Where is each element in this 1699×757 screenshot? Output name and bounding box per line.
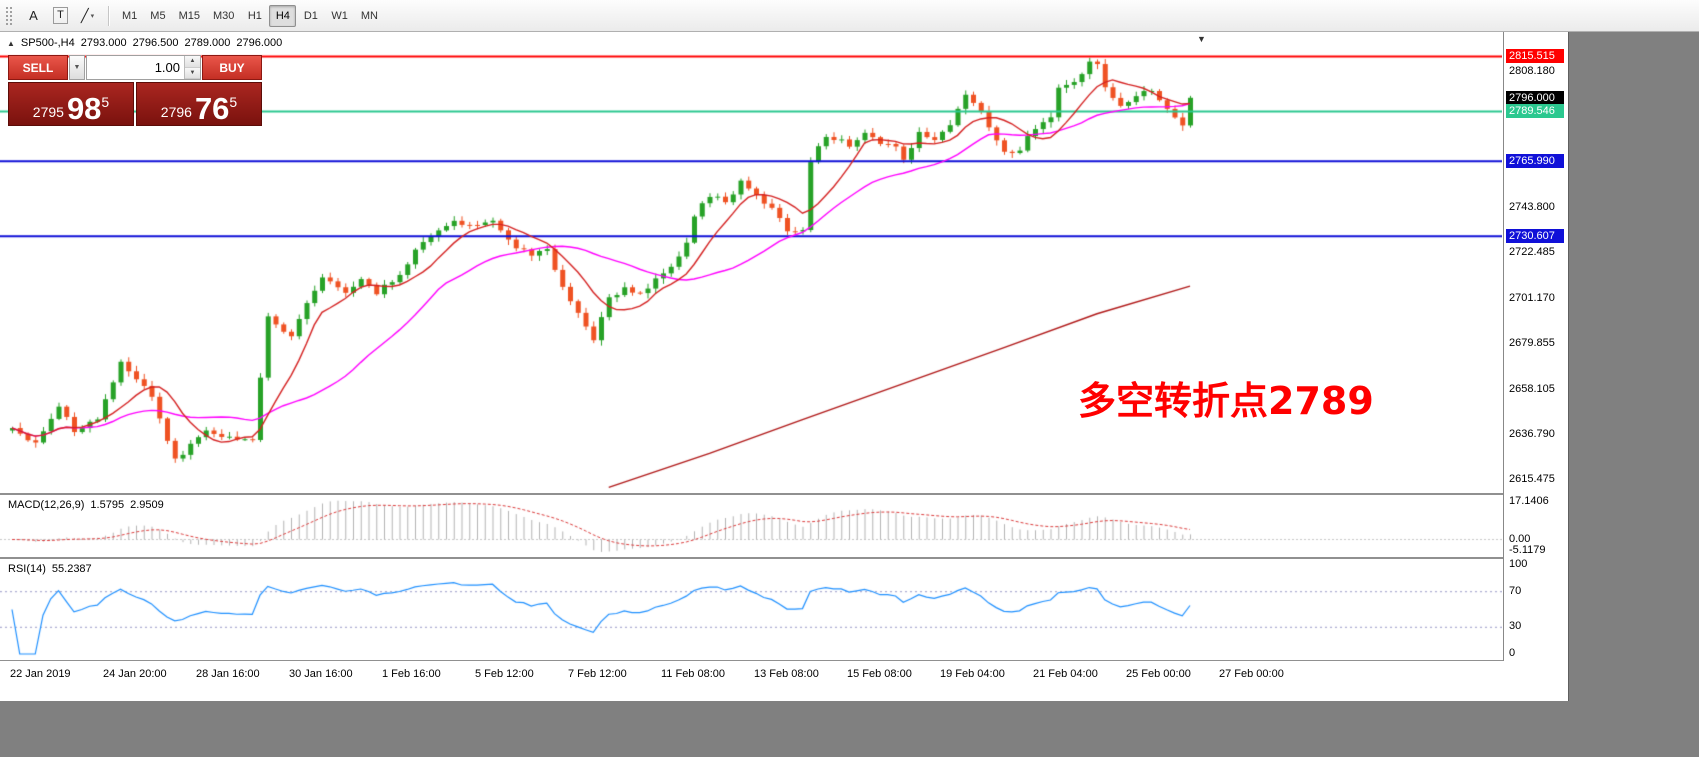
volume-spinner: ▲ ▼ [184,56,200,79]
macd-label: MACD(12,26,9) 1.5795 2.9509 [8,499,164,511]
label-tool-button[interactable]: T [48,3,73,28]
chart-window: ▲ SP500-,H4 2793.000 2796.500 2789.000 2… [0,32,1569,701]
time-axis-label: 24 Jan 20:00 [103,668,167,680]
sell-price-main: 2795 [32,103,64,120]
toolbar: A T ╱ ▾ M1 M5 M15 M30 H1 H4 D1 W1 MN [0,0,1699,32]
collapse-trade-panel-icon[interactable]: ▲ [7,38,15,48]
time-axis-label: 30 Jan 16:00 [289,668,353,680]
rsi-name: RSI(14) [8,563,46,575]
buy-button[interactable]: BUY [202,55,262,80]
time-axis-label: 5 Feb 12:00 [475,668,534,680]
time-axis-label: 13 Feb 08:00 [754,668,819,680]
text-tool-button[interactable]: A [21,3,46,28]
price-line-label: 2796.000 [1506,90,1564,105]
price-axis-tick: 2743.800 [1509,201,1555,214]
volume-down-button[interactable]: ▼ [185,67,200,79]
rsi-indicator-canvas[interactable] [0,559,1502,660]
macd-axis-label: 17.1406 [1509,495,1549,507]
volume-up-button[interactable]: ▲ [185,56,200,68]
time-axis-label: 22 Jan 2019 [10,668,71,680]
order-options-dropdown[interactable]: ▼ [69,55,85,80]
price-line-label: 2789.546 [1506,104,1564,119]
time-axis-label: 28 Jan 16:00 [196,668,260,680]
ohlc-header: ▲ SP500-,H4 2793.000 2796.500 2789.000 2… [7,37,282,49]
rsi-value: 55.2387 [51,563,92,575]
macd-main-value: 1.5795 [90,499,125,511]
price-axis-tick: 2615.475 [1509,472,1555,485]
buy-price-display[interactable]: 2796 76 5 [136,82,262,126]
ohlc-low: 2789.000 [184,37,231,49]
chevron-down-icon: ▾ [90,12,95,20]
timeframe-d1[interactable]: D1 [303,9,318,22]
macd-name: MACD(12,26,9) [8,499,85,511]
symbol-timeframe: SP500-,H4 [20,37,75,49]
price-axis-tick: 2808.180 [1509,65,1555,77]
volume-field: ▲ ▼ [86,55,201,80]
buy-price-main: 2796 [160,103,192,120]
price-axis[interactable]: 2808.180 2743.800 2722.485 2701.170 2679.855… [1503,32,1568,701]
ohlc-high: 2796.500 [132,37,179,49]
trade-panel-controls: SELL ▼ ▲ ▼ BUY [8,55,262,80]
sell-price-pips: 98 [66,90,102,126]
trade-panel-prices: 2795 98 5 2796 76 5 [8,82,262,126]
rsi-axis-label: 100 [1509,558,1528,570]
time-axis-label: 1 Feb 16:00 [382,668,441,680]
trendline-icon: ╱ [80,7,89,23]
sell-price-point: 5 [101,94,110,110]
rsi-label: RSI(14) 55.2387 [8,563,92,575]
sell-price-display[interactable]: 2795 98 5 [8,82,134,126]
ohlc-close: 2796.000 [236,37,283,49]
timeframe-h1[interactable]: H1 [247,9,262,22]
buy-price-pips: 76 [194,90,230,126]
macd-signal-value: 2.9509 [130,499,164,511]
timeframe-mn[interactable]: MN [360,9,378,22]
time-axis-label: 7 Feb 12:00 [568,668,627,680]
shapes-tool-button[interactable]: ╱ ▾ [75,3,100,28]
price-line-label: 2730.607 [1506,229,1564,244]
toolbar-grip[interactable] [5,5,14,26]
time-axis-label: 15 Feb 08:00 [847,668,912,680]
price-axis-tick: 2658.105 [1509,382,1555,395]
chart-annotation-text[interactable]: 多空转折点2789 [1078,379,1374,423]
timeframe-m1[interactable]: M1 [122,9,138,22]
timeframe-m30[interactable]: M30 [212,9,235,22]
time-axis-label: 11 Feb 08:00 [661,668,726,680]
buy-price-point: 5 [229,94,238,110]
rsi-axis-label: 70 [1509,584,1522,597]
macd-indicator-canvas[interactable] [0,495,1502,557]
volume-input[interactable] [87,56,200,79]
time-axis-label: 25 Feb 00:00 [1126,668,1191,680]
toolbar-separator [108,5,109,26]
price-axis-tick: 2722.485 [1509,246,1555,259]
time-axis-label: 19 Feb 04:00 [940,668,1005,680]
one-click-trading-panel: SELL ▼ ▲ ▼ BUY 2795 98 5 279 [8,55,262,126]
timeframe-bar: M1 M5 M15 M30 H1 H4 D1 W1 MN [116,4,384,27]
macd-axis-label: -5.1179 [1509,544,1546,556]
timeframe-w1[interactable]: W1 [331,9,348,22]
time-axis-label: 27 Feb 00:00 [1219,668,1284,680]
panel-separator[interactable] [0,493,1568,495]
ohlc-open: 2793.000 [80,37,127,49]
price-axis-tick: 2701.170 [1509,291,1555,304]
chart-shift-marker[interactable]: ▼ [1197,34,1206,44]
panel-separator[interactable] [0,557,1568,559]
timeframe-h4[interactable]: H4 [269,4,297,27]
price-line-label: 2815.515 [1506,49,1564,64]
price-line-label: 2765.990 [1506,154,1564,169]
rsi-axis-label: 30 [1509,620,1522,633]
time-axis[interactable]: 22 Jan 2019 24 Jan 20:00 28 Jan 16:00 30 Ja… [0,661,1568,701]
label-tool-icon: T [53,7,68,24]
time-axis-border [0,660,1568,661]
timeframe-m5[interactable]: M5 [150,9,166,22]
rsi-axis-label: 0 [1509,647,1516,659]
price-axis-tick: 2679.855 [1509,336,1555,349]
text-tool-icon: A [29,8,38,23]
macd-axis-label: 0.00 [1509,532,1531,545]
sell-button[interactable]: SELL [8,55,68,80]
time-axis-label: 21 Feb 04:00 [1033,668,1098,680]
price-axis-tick: 2636.790 [1509,427,1555,440]
timeframe-m15[interactable]: M15 [178,9,200,22]
